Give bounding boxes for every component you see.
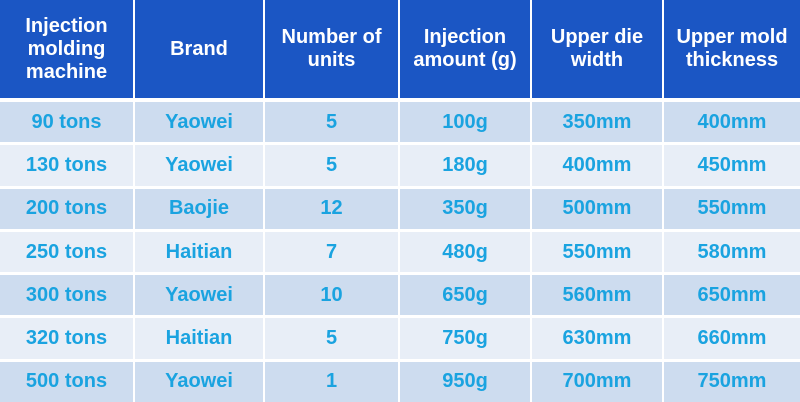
cell-mold-thickness: 750mm bbox=[663, 360, 800, 402]
cell-die-width: 400mm bbox=[531, 143, 664, 189]
cell-brand: Baojie bbox=[134, 187, 265, 232]
table-header: Injection molding machine Brand Number o… bbox=[0, 0, 800, 102]
cell-machine: 300 tons bbox=[0, 273, 135, 319]
cell-brand: Haitian bbox=[134, 316, 265, 362]
cell-die-width: 350mm bbox=[531, 100, 664, 146]
header-die-width: Upper die width bbox=[531, 0, 664, 102]
cell-die-width: 560mm bbox=[531, 273, 664, 319]
cell-units: 10 bbox=[264, 273, 400, 319]
cell-injection-amount: 650g bbox=[399, 273, 532, 319]
header-units: Number of units bbox=[264, 0, 400, 102]
cell-brand: Yaowei bbox=[134, 143, 265, 189]
cell-machine: 130 tons bbox=[0, 143, 135, 189]
cell-machine: 90 tons bbox=[0, 100, 135, 146]
cell-injection-amount: 100g bbox=[399, 100, 532, 146]
cell-mold-thickness: 400mm bbox=[663, 100, 800, 146]
cell-mold-thickness: 580mm bbox=[663, 230, 800, 276]
cell-injection-amount: 480g bbox=[399, 230, 532, 276]
cell-brand: Yaowei bbox=[134, 100, 265, 146]
table-row: 250 tons Haitian 7 480g 550mm 580mm bbox=[0, 230, 800, 276]
header-mold-thickness: Upper mold thickness bbox=[663, 0, 800, 102]
cell-units: 5 bbox=[264, 100, 400, 146]
cell-units: 7 bbox=[264, 230, 400, 276]
header-brand: Brand bbox=[134, 0, 265, 102]
cell-mold-thickness: 450mm bbox=[663, 143, 800, 189]
cell-machine: 200 tons bbox=[0, 187, 135, 232]
cell-injection-amount: 180g bbox=[399, 143, 532, 189]
table-row: 200 tons Baojie 12 350g 500mm 550mm bbox=[0, 187, 800, 232]
table-row: 320 tons Haitian 5 750g 630mm 660mm bbox=[0, 316, 800, 362]
cell-units: 5 bbox=[264, 143, 400, 189]
cell-brand: Yaowei bbox=[134, 360, 265, 402]
table-row: 90 tons Yaowei 5 100g 350mm 400mm bbox=[0, 100, 800, 146]
header-row: Injection molding machine Brand Number o… bbox=[0, 0, 800, 102]
cell-mold-thickness: 660mm bbox=[663, 316, 800, 362]
cell-injection-amount: 350g bbox=[399, 187, 532, 232]
cell-injection-amount: 950g bbox=[399, 360, 532, 402]
header-injection-amount: Injection amount (g) bbox=[399, 0, 532, 102]
cell-mold-thickness: 650mm bbox=[663, 273, 800, 319]
table-row: 500 tons Yaowei 1 950g 700mm 750mm bbox=[0, 360, 800, 402]
cell-units: 1 bbox=[264, 360, 400, 402]
table-row: 130 tons Yaowei 5 180g 400mm 450mm bbox=[0, 143, 800, 189]
cell-die-width: 550mm bbox=[531, 230, 664, 276]
cell-machine: 500 tons bbox=[0, 360, 135, 402]
cell-injection-amount: 750g bbox=[399, 316, 532, 362]
cell-mold-thickness: 550mm bbox=[663, 187, 800, 232]
cell-machine: 250 tons bbox=[0, 230, 135, 276]
header-machine: Injection molding machine bbox=[0, 0, 135, 102]
table-body: 90 tons Yaowei 5 100g 350mm 400mm 130 to… bbox=[0, 100, 800, 402]
cell-units: 5 bbox=[264, 316, 400, 362]
table-row: 300 tons Yaowei 10 650g 560mm 650mm bbox=[0, 273, 800, 319]
cell-units: 12 bbox=[264, 187, 400, 232]
cell-machine: 320 tons bbox=[0, 316, 135, 362]
cell-brand: Haitian bbox=[134, 230, 265, 276]
cell-die-width: 500mm bbox=[531, 187, 664, 232]
cell-die-width: 700mm bbox=[531, 360, 664, 402]
cell-die-width: 630mm bbox=[531, 316, 664, 362]
cell-brand: Yaowei bbox=[134, 273, 265, 319]
